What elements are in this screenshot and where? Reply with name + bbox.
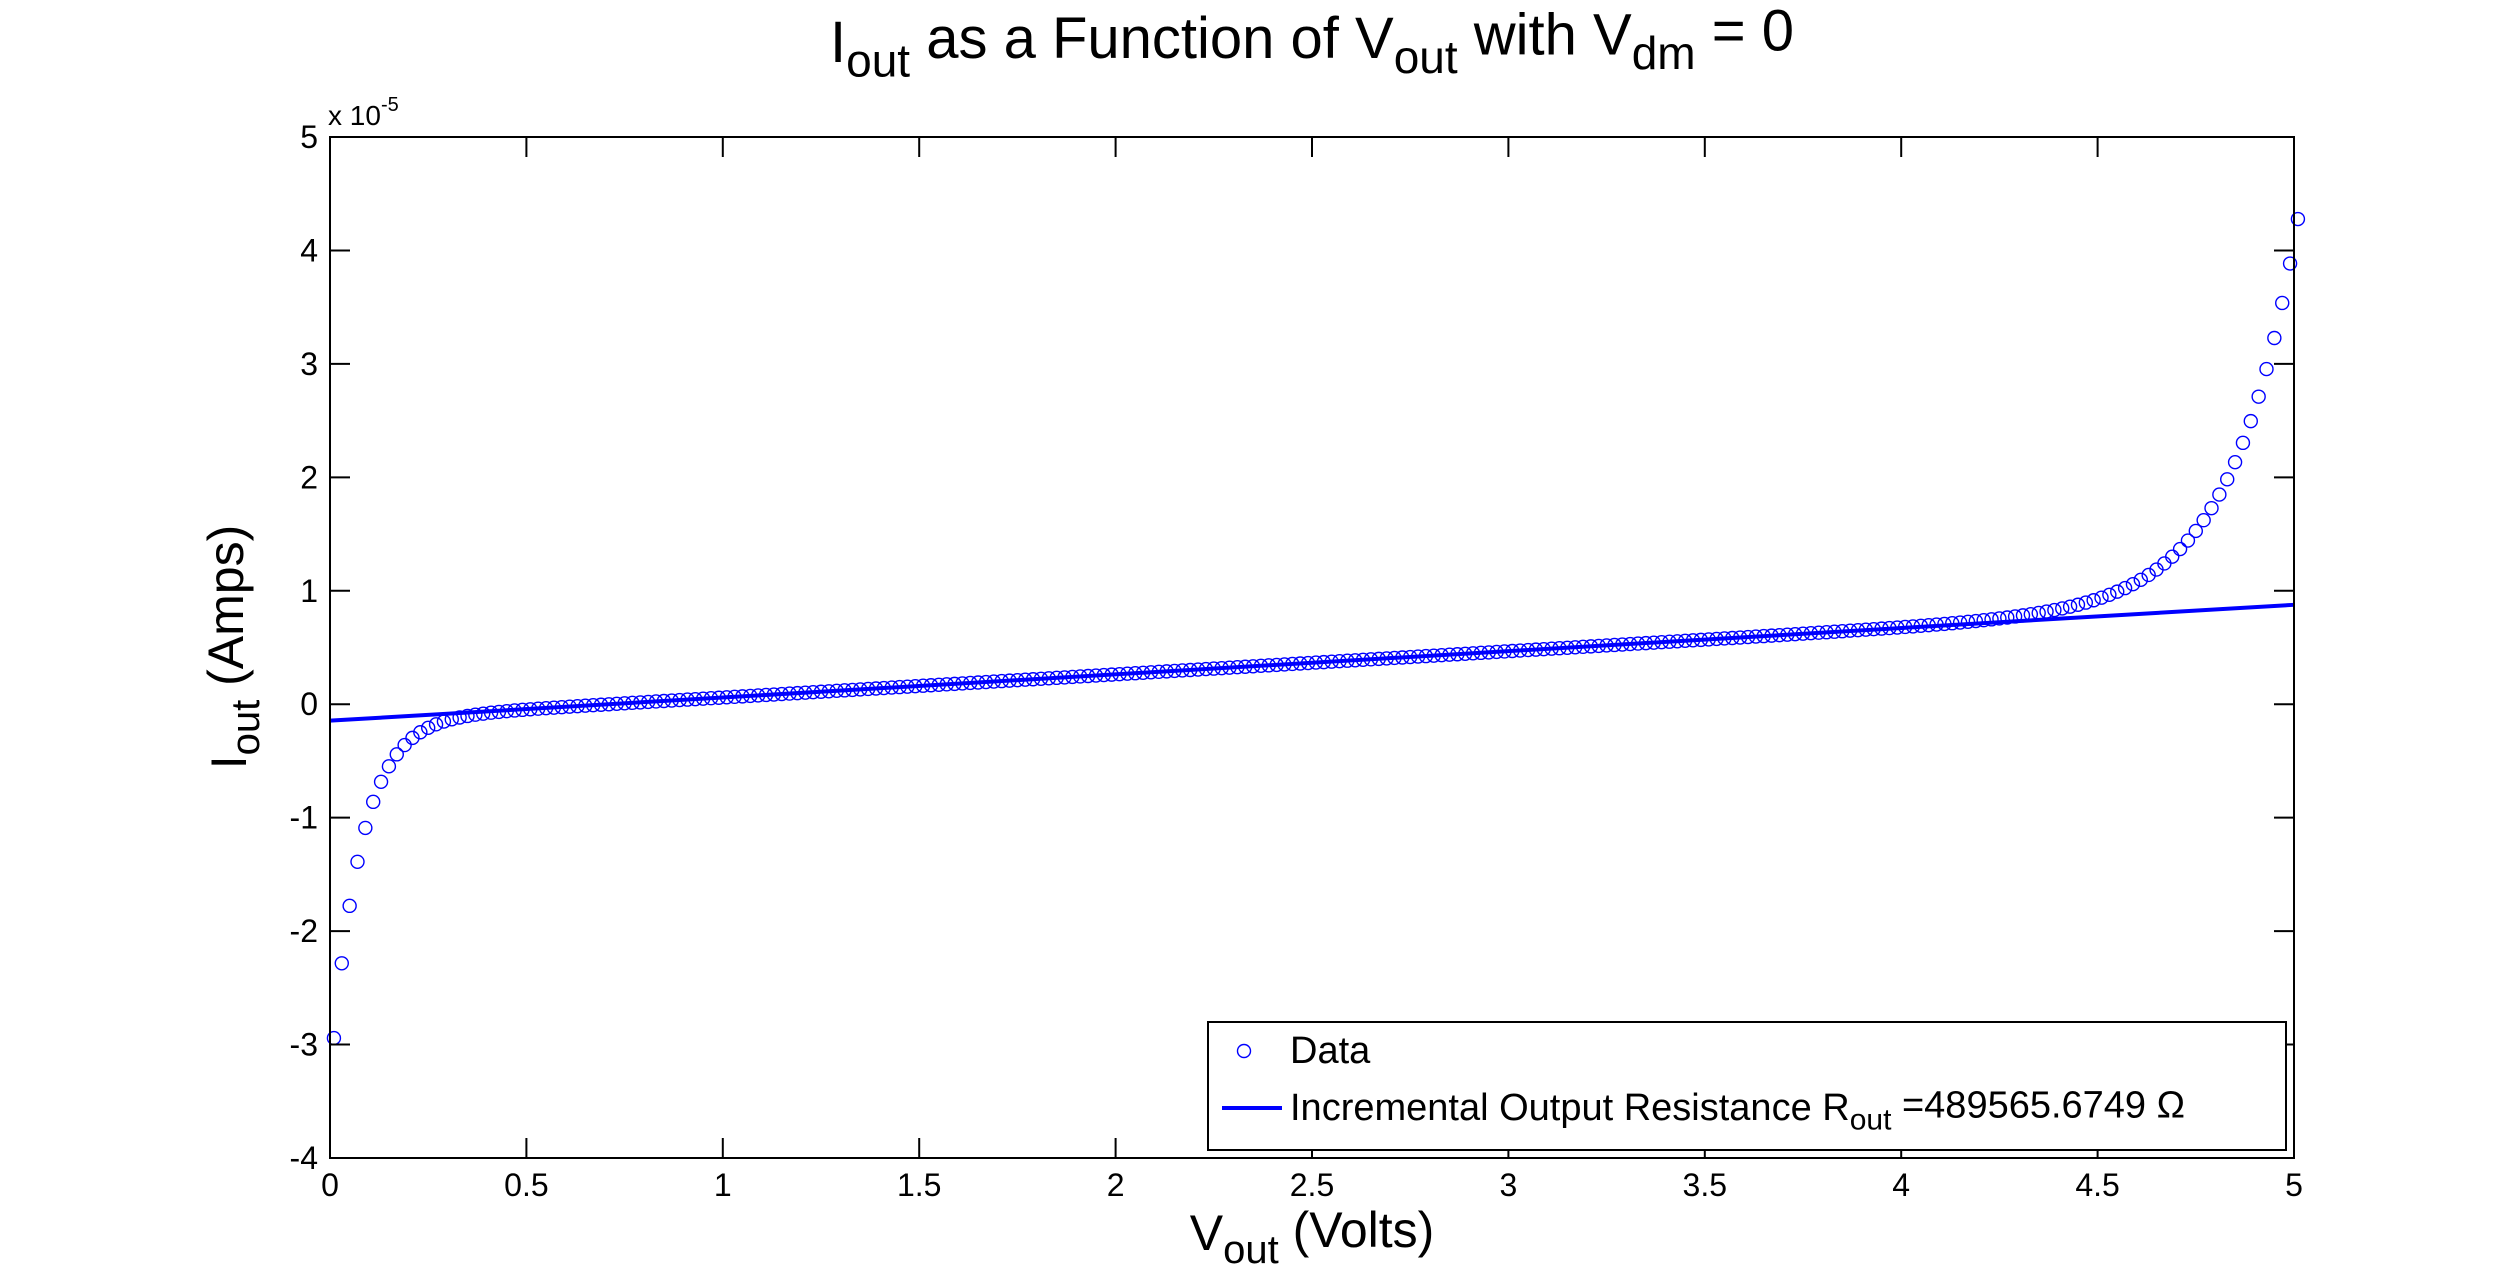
chart-title: Iout as a Function of Vout with Vdm = 0 <box>830 0 1794 87</box>
x-tick-label: 4 <box>1892 1167 1910 1203</box>
x-tick-label: 1.5 <box>897 1167 941 1203</box>
y-tick-label: 1 <box>300 573 318 609</box>
data-point <box>366 794 381 810</box>
x-tick-label: 4.5 <box>2075 1167 2119 1203</box>
y-tick-label: 3 <box>300 346 318 382</box>
data-point <box>405 730 420 746</box>
x-tick-label: 3.5 <box>1683 1167 1727 1203</box>
data-layer <box>326 211 2306 1046</box>
data-point <box>2196 513 2211 528</box>
fit-line <box>329 602 2295 723</box>
data-point <box>2125 576 2141 592</box>
y-axis-label: Iout (Amps) <box>198 525 268 770</box>
data-point <box>397 737 412 753</box>
data-point <box>2141 567 2156 583</box>
data-point <box>2102 587 2117 602</box>
data-point <box>334 956 349 971</box>
data-point <box>2086 593 2101 608</box>
data-point <box>1976 613 1991 628</box>
data-point <box>2110 584 2125 599</box>
x-tick-label: 0.5 <box>504 1167 548 1203</box>
data-point <box>389 747 404 762</box>
x-tick-label: 2.5 <box>1290 1167 1334 1203</box>
data-point <box>358 820 373 836</box>
data-point <box>1984 612 1999 627</box>
y-tick-label: -4 <box>290 1140 318 1176</box>
data-point <box>2275 295 2290 311</box>
data-point <box>2290 211 2306 227</box>
data-point <box>1992 611 2007 626</box>
legend-label-data: Data <box>1290 1030 1371 1072</box>
data-point <box>2235 435 2251 451</box>
y-tick-label: -2 <box>290 913 318 949</box>
legend-box <box>1207 1021 2287 1151</box>
data-point <box>2094 590 2109 605</box>
data-point <box>1968 613 1984 629</box>
data-point <box>452 710 467 725</box>
y-tick-label: 5 <box>300 119 318 155</box>
y-tick-label: 2 <box>300 459 318 495</box>
legend: Data Incremental Output Resistance Rout =… <box>1207 1021 2287 1151</box>
data-point <box>373 774 389 789</box>
data-point <box>2267 330 2282 346</box>
data-point <box>350 854 365 869</box>
data-point <box>2047 602 2062 618</box>
data-point <box>342 898 357 914</box>
x-tick-label: 5 <box>2285 1167 2303 1203</box>
data-point <box>2227 454 2243 470</box>
x-tick-label: 2 <box>1107 1167 1125 1203</box>
data-point <box>2117 580 2133 596</box>
data-point <box>2078 595 2094 610</box>
data-point <box>468 707 483 722</box>
data-point <box>2204 500 2219 516</box>
data-point <box>421 720 436 736</box>
data-point <box>2220 472 2235 487</box>
data-point <box>2251 389 2266 404</box>
axes-layer: 0 0.5 1 1.5 2 2.5 3 3.5 4 4.5 5 -4 -3 -2 -1 0 1 2 3 4 5 <box>290 119 2303 1203</box>
y-axis-exponent: x 10-5 <box>328 94 399 131</box>
y-tick-label: -1 <box>290 800 318 836</box>
x-tick-label: 1 <box>714 1167 732 1203</box>
data-point <box>2172 541 2188 557</box>
data-point <box>2165 549 2180 564</box>
data-point <box>2259 361 2274 377</box>
data-point <box>428 717 444 732</box>
y-tick-label: 0 <box>300 686 318 722</box>
x-tick-label: 0 <box>321 1167 339 1203</box>
data-point <box>2055 601 2070 616</box>
data-point <box>2070 597 2086 612</box>
data-point <box>2188 523 2204 539</box>
data-point <box>2180 533 2196 548</box>
data-point <box>2282 256 2298 271</box>
x-axis-label: Vout (Volts) <box>1190 1202 1435 1272</box>
plot-area <box>330 137 2294 1158</box>
data-point <box>2212 487 2227 502</box>
data-point <box>2133 572 2149 588</box>
legend-label-fit: Incremental Output Resistance Rout =4895… <box>1290 1084 2185 1136</box>
legend-marker-data <box>1236 1043 1252 1059</box>
y-tick-label: 4 <box>300 232 318 268</box>
data-point <box>460 708 475 724</box>
data-point <box>2062 599 2078 614</box>
data-point <box>2000 610 2015 625</box>
data-point <box>381 759 397 774</box>
y-tick-label: -3 <box>290 1027 318 1063</box>
data-point <box>2243 413 2258 429</box>
data-point <box>413 725 428 740</box>
x-tick-label: 3 <box>1500 1167 1518 1203</box>
